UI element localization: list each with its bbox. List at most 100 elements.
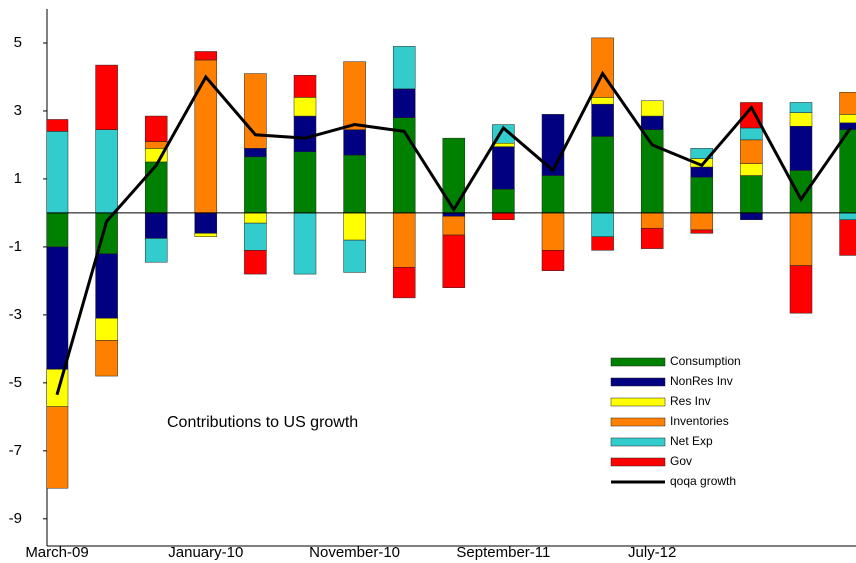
y-tick-label: -5: [9, 374, 22, 391]
bar-segment: [789, 265, 813, 314]
bar-segment: [442, 234, 466, 288]
bar-segment: [194, 233, 218, 237]
legend-label: Res Inv: [670, 394, 711, 408]
y-tick-label: -1: [9, 238, 22, 255]
bar-segment: [144, 141, 168, 149]
bar-segment: [740, 163, 763, 176]
legend-label: NonRes Inv: [670, 374, 733, 388]
bar-segment: [144, 238, 168, 263]
bar-segment: [95, 253, 118, 319]
bar-segment: [343, 212, 366, 241]
bar-segment: [47, 119, 69, 132]
legend-swatch: [610, 397, 666, 407]
legend-label: Consumption: [670, 354, 741, 368]
x-tick-label: September-11: [456, 544, 550, 561]
bar-segment: [789, 112, 813, 127]
bar-segment: [293, 151, 317, 214]
bar-segment: [293, 75, 317, 98]
bar-segment: [144, 115, 168, 142]
bar-segment: [244, 250, 267, 275]
legend-swatch: [610, 457, 666, 467]
bar-segment: [343, 129, 366, 156]
bar-segment: [293, 115, 317, 152]
bar-segment: [392, 267, 416, 299]
bar-segment: [591, 136, 614, 214]
bar-segment: [392, 88, 416, 119]
legend-swatch: [610, 437, 666, 447]
y-tick-label: 3: [14, 102, 22, 119]
legend-swatch: [610, 417, 666, 427]
legend-label: qoqa growth: [670, 474, 736, 488]
bar-segment: [690, 176, 714, 214]
bar-segment: [244, 148, 267, 158]
bar-segment: [740, 139, 763, 164]
legend-label: Net Exp: [670, 434, 713, 448]
bar-segment: [293, 212, 317, 275]
annotation: Contributions to US growth: [167, 414, 358, 431]
bar-segment: [492, 146, 515, 190]
bar-segment: [839, 212, 856, 220]
y-tick-label: -9: [9, 510, 22, 527]
bar-segment: [492, 188, 515, 214]
legend-label: Inventories: [670, 414, 729, 428]
bar-segment: [740, 212, 763, 220]
bar-segment: [343, 154, 366, 214]
bar-segment: [442, 137, 466, 214]
bar-segment: [541, 175, 565, 214]
bar-segment: [640, 100, 664, 117]
bar-segment: [541, 212, 565, 251]
bar-segment: [591, 236, 614, 251]
bar-segment: [392, 46, 416, 90]
bar-segment: [244, 212, 267, 224]
bar-segment: [47, 131, 69, 214]
bar-segment: [640, 227, 664, 249]
bar-segment: [591, 103, 614, 137]
bar-segment: [343, 61, 366, 130]
bar-segment: [789, 126, 813, 171]
bar-segment: [789, 170, 813, 214]
y-tick-label: 5: [14, 34, 22, 51]
bar-segment: [839, 219, 856, 256]
growth-line: [55, 70, 852, 396]
bar-segment: [144, 212, 168, 239]
y-tick-label: -7: [9, 442, 22, 459]
bar-segment: [95, 64, 118, 130]
bar-segment: [95, 340, 118, 377]
bar-segment: [690, 229, 714, 234]
x-tick-label: July-12: [628, 544, 676, 561]
bar-segment: [47, 212, 69, 248]
bar-segment: [95, 318, 118, 341]
bar-segment: [789, 102, 813, 113]
bar-segment: [194, 51, 218, 61]
bar-segment: [492, 212, 515, 220]
bar-segment: [244, 222, 267, 251]
bar-segment: [47, 406, 69, 489]
bar-segment: [740, 127, 763, 141]
bar-segment: [492, 143, 515, 147]
legend-swatch: [610, 357, 666, 367]
bar-segment: [839, 114, 856, 124]
bar-segment: [244, 156, 267, 214]
bar-segment: [293, 97, 317, 117]
bar-segment: [640, 212, 664, 229]
bar-segment: [144, 161, 168, 214]
bar-segment: [47, 369, 69, 407]
y-tick-label: 1: [14, 170, 22, 187]
plot-area: [47, 37, 856, 489]
bar-segment: [244, 73, 267, 149]
bar-segment: [442, 216, 466, 236]
x-tick-label: November-10: [309, 544, 400, 561]
bar-segment: [194, 59, 218, 214]
bar-segment: [343, 239, 366, 273]
bar-segment: [442, 212, 466, 217]
bar-segment: [789, 212, 813, 266]
legend-label: Gov: [670, 454, 692, 468]
legend-swatch: [610, 377, 666, 387]
bar-segment: [640, 129, 664, 214]
bar-segment: [591, 97, 614, 105]
bar-segment: [95, 129, 118, 214]
x-tick-label: March-09: [25, 544, 88, 561]
bar-segment: [740, 175, 763, 214]
bar-segment: [839, 122, 856, 130]
bar-segment: [690, 212, 714, 231]
